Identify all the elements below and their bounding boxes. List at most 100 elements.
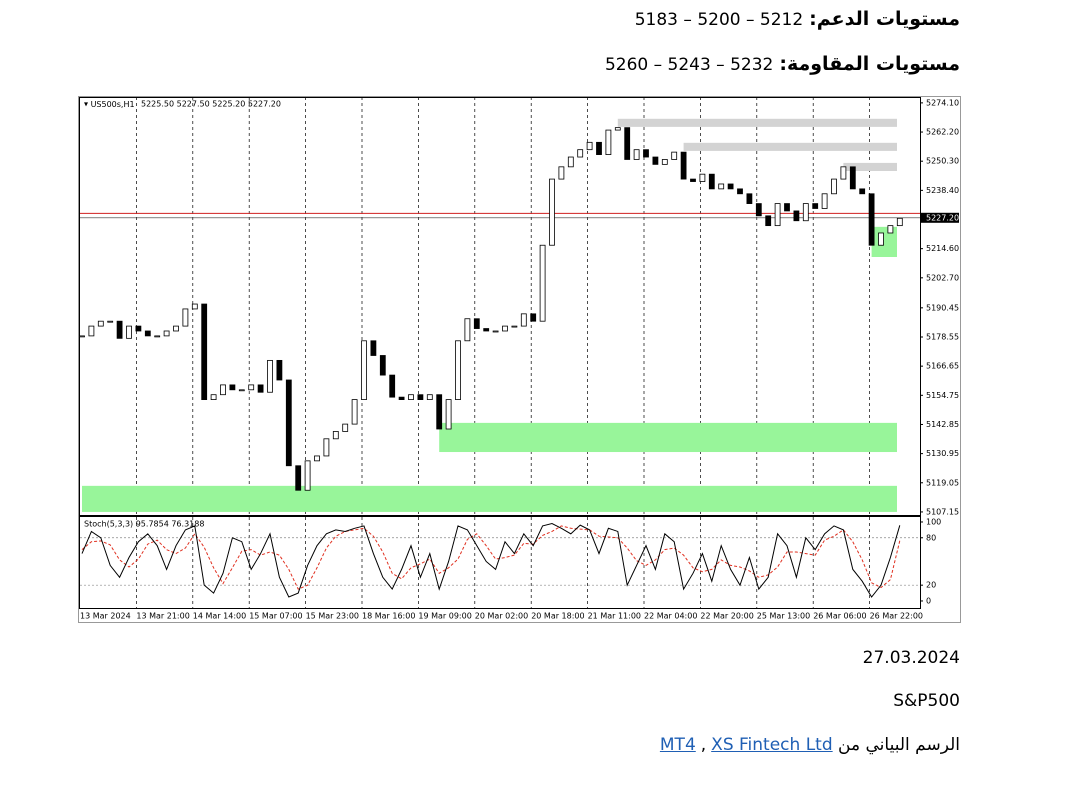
- candle: [163, 330, 170, 337]
- candle: [79, 335, 85, 338]
- candle: [398, 396, 405, 400]
- candle: [323, 438, 330, 457]
- candle: [483, 328, 490, 332]
- candle: [248, 384, 255, 391]
- candle: [624, 127, 631, 160]
- candle: [351, 399, 358, 425]
- last-price-box: [921, 212, 959, 223]
- candle: [455, 340, 461, 400]
- candle: [549, 178, 555, 246]
- candle: [539, 244, 546, 322]
- candle: [643, 149, 649, 158]
- candle: [530, 313, 537, 322]
- zone: [82, 485, 897, 512]
- candle: [304, 460, 311, 491]
- candle: [361, 340, 367, 400]
- candle: [116, 320, 123, 339]
- zone: [617, 118, 897, 127]
- candle: [586, 141, 593, 151]
- candle: [690, 178, 696, 182]
- symbol: US500s,H1: [91, 100, 135, 109]
- candle: [173, 325, 179, 332]
- y-tick-label: 5154.75: [926, 391, 959, 400]
- stoch-tick-label: 100: [926, 517, 941, 526]
- x-tick-label: 13 Mar 2024: [80, 612, 131, 621]
- support-label: مستويات الدعم:: [809, 8, 960, 30]
- candle: [154, 335, 161, 338]
- candle: [633, 149, 640, 160]
- candle: [267, 359, 273, 393]
- candle: [831, 178, 837, 195]
- x-tick-label: 25 Mar 13:00: [757, 612, 810, 621]
- candle: [257, 384, 264, 393]
- candle: [718, 183, 725, 190]
- x-tick-label: 20 Mar 02:00: [475, 612, 528, 621]
- y-tick-label: 5238.40: [926, 186, 959, 195]
- candle: [417, 394, 424, 400]
- candle: [765, 215, 772, 227]
- resistance-values: 5232 – 5243 – 5260: [604, 55, 774, 75]
- candle: [276, 359, 283, 381]
- candle: [436, 394, 443, 430]
- chart-frame: [78, 96, 961, 623]
- candle: [746, 193, 753, 204]
- support-line: مستويات الدعم:5212 – 5200 – 5183: [635, 8, 960, 30]
- candle: [802, 203, 809, 222]
- source-link[interactable]: XS Fintech Ltd: [711, 735, 833, 755]
- stoch-d-line: [81, 525, 901, 590]
- x-tick-label: 20 Mar 18:00: [531, 612, 584, 621]
- ohlc-text: 5225.50 5227.50 5225.20 5227.20: [141, 100, 281, 109]
- stoch-tick-label: 80: [926, 533, 936, 542]
- candle: [97, 320, 104, 327]
- y-tick-label: 5250.30: [926, 157, 959, 166]
- price-panel: [79, 97, 921, 516]
- date: 27.03.2024: [862, 648, 960, 668]
- x-tick-label: 26 Mar 22:00: [870, 612, 923, 621]
- candle: [295, 465, 302, 491]
- y-tick-label: 5274.10: [926, 98, 959, 107]
- candle: [671, 151, 678, 160]
- candle: [793, 210, 800, 222]
- candle: [577, 149, 584, 158]
- candle: [370, 340, 377, 356]
- x-tick-label: 22 Mar 04:00: [644, 612, 697, 621]
- x-tick-label: 18 Mar 16:00: [362, 612, 415, 621]
- support-values: 5212 – 5200 – 5183: [634, 10, 804, 30]
- candle: [878, 232, 884, 246]
- x-tick-label: 26 Mar 06:00: [813, 612, 866, 621]
- candle: [558, 166, 565, 180]
- chart-symbol: ▾ US500s,H1: [84, 100, 135, 109]
- x-tick-label: 22 Mar 20:00: [700, 612, 753, 621]
- y-tick-label: 5130.95: [926, 449, 959, 458]
- candle: [492, 330, 499, 333]
- source-link[interactable]: MT4: [659, 735, 696, 755]
- zone: [843, 162, 897, 171]
- candle: [596, 141, 602, 155]
- candle: [821, 193, 828, 209]
- candle: [567, 156, 574, 168]
- zone: [683, 142, 897, 151]
- candle: [652, 156, 659, 165]
- x-tick-label: 19 Mar 09:00: [418, 612, 471, 621]
- candle: [314, 455, 320, 462]
- y-tick-label: 5142.85: [926, 420, 959, 429]
- candle: [520, 313, 527, 327]
- candle: [107, 320, 114, 323]
- candle: [784, 203, 790, 212]
- y-tick-label: 5107.15: [926, 507, 959, 516]
- candle: [859, 188, 866, 195]
- instrument: S&P500: [893, 691, 960, 711]
- y-tick-label: 5202.70: [926, 273, 959, 282]
- y-tick-label: 5119.05: [926, 478, 959, 487]
- y-tick-label: 5214.60: [926, 244, 959, 253]
- candle: [868, 193, 875, 246]
- last-price-label: 5227.20: [926, 213, 959, 222]
- candle: [887, 225, 894, 234]
- stoch-label: Stoch(5,3,3) 95.7854 76.3188: [84, 520, 204, 529]
- candle: [408, 394, 414, 400]
- candle: [220, 384, 226, 396]
- candle: [502, 325, 508, 332]
- x-tick-label: 14 Mar 14:00: [193, 612, 246, 621]
- y-tick-label: 5178.55: [926, 332, 959, 341]
- candle: [144, 330, 151, 337]
